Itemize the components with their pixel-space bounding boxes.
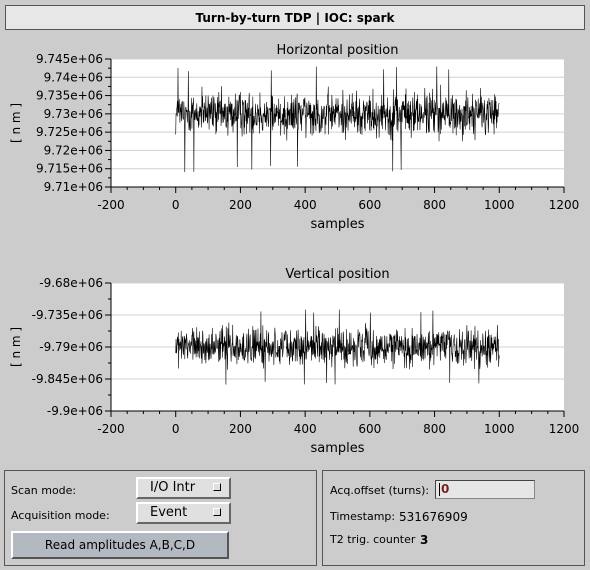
x-tick-label: 200 bbox=[229, 198, 252, 212]
x-tick-label: -200 bbox=[97, 422, 124, 436]
x-tick-label: 600 bbox=[358, 198, 381, 212]
text-caret bbox=[439, 483, 440, 496]
series-line bbox=[175, 309, 500, 385]
x-tick-label: 1200 bbox=[549, 198, 580, 212]
chart-title: Vertical position bbox=[285, 267, 389, 282]
read-amplitudes-label: Read amplitudes A,B,C,D bbox=[44, 538, 196, 552]
timestamp-label: Timestamp: bbox=[330, 510, 396, 523]
x-tick-label: 400 bbox=[294, 198, 317, 212]
y-tick-label: 9.715e+06 bbox=[36, 162, 103, 176]
scan-mode-value: I/O Intr bbox=[150, 480, 196, 495]
acq-offset-value: 0 bbox=[441, 482, 450, 496]
y-tick-label: -9.68e+06 bbox=[39, 276, 103, 290]
series-line bbox=[175, 66, 500, 173]
y-tick-label: -9.79e+06 bbox=[39, 340, 103, 354]
timestamp-value: 531676909 bbox=[399, 510, 468, 524]
acquisition-settings-panel: Scan mode: I/O Intr Acquisition mode: Ev… bbox=[4, 470, 317, 566]
menu-indicator-icon bbox=[213, 483, 221, 491]
y-tick-label: 9.73e+06 bbox=[44, 107, 103, 121]
x-tick-label: 0 bbox=[172, 198, 180, 212]
t2-trig-counter-label: T2 trig. counter bbox=[330, 533, 416, 546]
y-axis-label: [ n m ] bbox=[9, 327, 23, 367]
y-tick-label: 9.72e+06 bbox=[44, 143, 103, 157]
y-tick-label: 9.71e+06 bbox=[44, 180, 103, 194]
acq-offset-input[interactable]: 0 bbox=[435, 480, 535, 499]
read-amplitudes-button[interactable]: Read amplitudes A,B,C,D bbox=[11, 531, 229, 559]
x-tick-label: 400 bbox=[294, 422, 317, 436]
chart-title: Horizontal position bbox=[276, 43, 398, 58]
x-tick-label: -200 bbox=[97, 198, 124, 212]
x-tick-label: 800 bbox=[423, 198, 446, 212]
x-axis-label: samples bbox=[310, 217, 364, 232]
acquisition-mode-label: Acquisition mode: bbox=[11, 509, 110, 522]
y-tick-label: 9.735e+06 bbox=[36, 89, 103, 103]
title-text: Turn-by-turn TDP | IOC: spark bbox=[195, 10, 395, 25]
scan-mode-label: Scan mode: bbox=[11, 484, 77, 497]
y-tick-label: 9.725e+06 bbox=[36, 125, 103, 139]
scan-mode-menu[interactable]: I/O Intr bbox=[136, 477, 231, 499]
t2-trig-counter-value: 3 bbox=[420, 533, 429, 547]
x-tick-label: 600 bbox=[358, 422, 381, 436]
y-tick-label: -9.845e+06 bbox=[32, 372, 103, 386]
horizontal-position-chart: 9.71e+06 9.715e+06 9.72e+06 9.725e+06 9.73e+… bbox=[9, 43, 580, 232]
x-axis-label: samples bbox=[310, 441, 364, 456]
y-tick-label: 9.745e+06 bbox=[36, 52, 103, 66]
vertical-position-chart: -9.9e+06 -9.845e+06 -9.79e+06 -9.735e+06 -9.… bbox=[9, 267, 580, 456]
status-panel: Acq.offset (turns): 0 Timestamp: 5316769… bbox=[322, 470, 585, 566]
x-tick-label: 1000 bbox=[484, 422, 515, 436]
x-tick-label: 1200 bbox=[549, 422, 580, 436]
menu-indicator-icon bbox=[213, 508, 221, 516]
x-tick-label: 200 bbox=[229, 422, 252, 436]
y-tick-label: -9.9e+06 bbox=[47, 404, 103, 418]
x-tick-label: 800 bbox=[423, 422, 446, 436]
y-tick-label: 9.74e+06 bbox=[44, 70, 103, 84]
acq-offset-label: Acq.offset (turns): bbox=[330, 484, 430, 497]
y-axis-label: [ n m ] bbox=[9, 103, 23, 143]
x-tick-label: 1000 bbox=[484, 198, 515, 212]
acquisition-mode-value: Event bbox=[150, 505, 188, 520]
acquisition-mode-menu[interactable]: Event bbox=[136, 502, 231, 524]
window-title: Turn-by-turn TDP | IOC: spark bbox=[5, 5, 585, 30]
y-tick-label: -9.735e+06 bbox=[32, 308, 103, 322]
x-tick-label: 0 bbox=[172, 422, 180, 436]
